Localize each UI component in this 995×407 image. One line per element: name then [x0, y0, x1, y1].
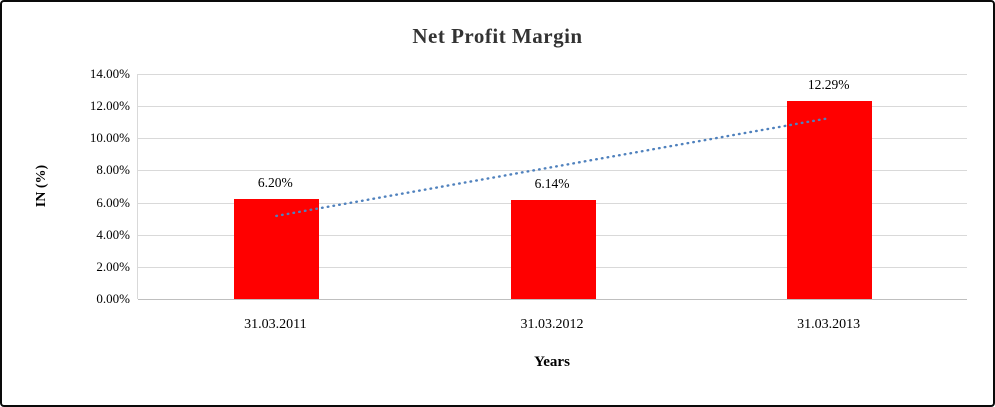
gridline: [138, 106, 967, 108]
y-tick-label: 4.00%: [96, 226, 130, 242]
plot-area: [137, 74, 967, 300]
x-tick-label: 31.03.2012: [520, 317, 584, 332]
y-tick-label: 10.00%: [89, 130, 130, 146]
y-tick-label: 8.00%: [96, 162, 130, 178]
bar: [233, 199, 319, 299]
x-tick-label: 31.03.2011: [244, 317, 307, 332]
y-tick-label: 14.00%: [89, 66, 130, 81]
x-axis-line: [138, 299, 967, 300]
bar-data-label: 6.14%: [534, 176, 570, 192]
y-tick-label: 12.00%: [89, 98, 130, 114]
x-axis-title: Years: [534, 354, 570, 370]
y-tick-label: 2.00%: [96, 258, 130, 274]
bar-data-label: 12.29%: [807, 77, 850, 93]
gridline: [138, 74, 967, 75]
x-tick-label: 31.03.2013: [797, 317, 861, 332]
bar: [787, 101, 873, 299]
bar-data-label: 6.20%: [257, 175, 293, 191]
bar: [510, 200, 596, 299]
chart-title: Net Profit Margin: [412, 24, 583, 48]
y-tick-label: 0.00%: [96, 291, 130, 306]
y-tick-label: 6.00%: [96, 194, 130, 210]
